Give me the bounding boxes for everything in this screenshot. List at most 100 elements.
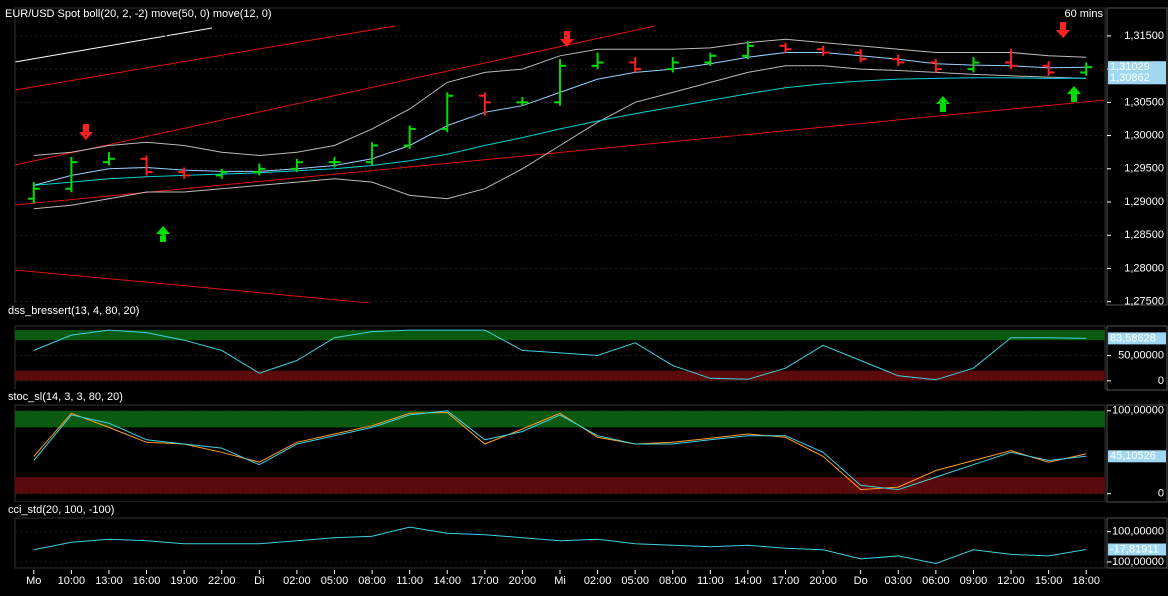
panel-title: cci_std(20, 100, -100): [8, 504, 114, 516]
axis-frame: [1106, 517, 1168, 569]
overlay-line: [33, 65, 1087, 210]
y-tick-label: 1,30500: [1124, 96, 1164, 108]
x-tick-label: 18:00: [1072, 575, 1100, 587]
y-tick-label: 0: [1158, 375, 1164, 387]
last-value-label: 83,58628: [1110, 332, 1156, 344]
y-tick-label: 100,00000: [1112, 405, 1164, 417]
ohlc-bar: [854, 49, 867, 63]
x-tick-label: Mo: [26, 575, 41, 587]
ohlc-bar: [253, 163, 266, 176]
last-value-box: [1108, 543, 1166, 556]
ohlc-bar: [1005, 49, 1018, 70]
ohlc-bar: [666, 57, 679, 73]
last-value-label: 1,31029: [1110, 61, 1150, 73]
buy-arrow: [156, 226, 170, 242]
panel-title-bar: [5, 502, 1105, 517]
ohlc-bar: [1080, 62, 1093, 76]
ohlc-bar: [215, 168, 228, 179]
ohlc-bar: [65, 156, 78, 193]
ohlc-bar: [478, 92, 491, 116]
indicator-line: [33, 329, 1087, 381]
sell-arrow: [560, 31, 574, 47]
last-value-box: [1108, 72, 1166, 85]
x-tick-label: 02:00: [584, 575, 612, 587]
panel-title: EUR/USD Spot boll(20, 2, -2) move(50, 0)…: [5, 8, 272, 20]
last-value-box: [1108, 61, 1166, 74]
x-tick-label: 14:00: [433, 575, 461, 587]
x-tick-label: 11:00: [697, 575, 724, 587]
x-tick-label: 11:00: [396, 575, 423, 587]
indicator-line: [33, 410, 1087, 491]
x-tick-label: Do: [854, 575, 868, 587]
x-tick-label: 20:00: [509, 575, 537, 587]
y-tick-label: 0: [1158, 488, 1164, 500]
ohlc-bar: [591, 52, 604, 70]
x-tick-label: 14:00: [734, 575, 762, 587]
x-tick-label: 13:00: [95, 575, 123, 587]
x-tick-label: 05:00: [621, 575, 649, 587]
zone-band: [15, 477, 1105, 494]
panel-frame: [14, 517, 1106, 569]
y-tick-label: 1,28000: [1124, 262, 1164, 274]
x-tick-label: 16:00: [133, 575, 161, 587]
ohlc-bar: [178, 167, 191, 179]
indicator-line: [33, 411, 1087, 491]
ohlc-bar: [366, 142, 379, 166]
y-tick-label: -100,00000: [1108, 556, 1164, 568]
x-tick-label: 05:00: [321, 575, 349, 587]
ohlc-bar: [741, 41, 754, 60]
panel-title: dss_bressert(13, 4, 80, 20): [8, 305, 139, 317]
y-tick-label: 1,31500: [1124, 30, 1164, 42]
x-tick-label: 10:00: [58, 575, 86, 587]
ohlc-bar: [290, 158, 303, 173]
x-tick-label: 08:00: [659, 575, 687, 587]
ohlc-bar: [27, 182, 40, 204]
x-tick-label: Mi: [554, 575, 566, 587]
last-value-label: 1,30862: [1110, 72, 1150, 84]
y-tick-label: 100,00000: [1112, 526, 1164, 538]
overlay-line: [33, 38, 1087, 157]
y-tick-label: 1,29500: [1124, 163, 1164, 175]
overlay-line: [33, 77, 1087, 186]
x-tick-label: 22:00: [208, 575, 236, 587]
x-tick-label: 17:00: [772, 575, 800, 587]
panel-title-bar: [5, 389, 1105, 404]
ohlc-bar: [967, 57, 980, 73]
ohlc-bar: [817, 45, 830, 56]
ohlc-bar: [328, 156, 341, 168]
ohlc-bar: [140, 155, 153, 176]
x-tick-label: 12:00: [997, 575, 1025, 587]
y-tick-label: 1,27500: [1124, 296, 1164, 308]
x-tick-label: 06:00: [922, 575, 950, 587]
zone-band: [15, 330, 1105, 341]
ohlc-bar: [516, 97, 529, 106]
buy-arrow: [1067, 86, 1081, 102]
last-value-box: [1108, 450, 1166, 463]
axis-frame: [1106, 7, 1168, 306]
y-tick-label: 1,29000: [1124, 196, 1164, 208]
signal-arrows: [79, 22, 1081, 242]
ohlc-bar: [704, 52, 717, 66]
timeframe: 60 mins: [1064, 8, 1103, 20]
y-tick-label: 50,00000: [1118, 349, 1164, 361]
ohlc-bar: [929, 59, 942, 73]
last-value-label: -17,81911: [1110, 543, 1159, 555]
x-tick-label: 15:00: [1035, 575, 1063, 587]
panel-title: stoc_sl(14, 3, 3, 80, 20): [8, 391, 123, 403]
x-tick-label: 08:00: [358, 575, 386, 587]
buy-arrow: [936, 96, 950, 112]
ohlc-bar: [629, 57, 642, 73]
ohlc-bar: [779, 42, 792, 53]
last-value-label: 45,10526: [1110, 450, 1156, 462]
sell-arrow: [79, 124, 93, 140]
ohlc-bar: [403, 125, 416, 149]
ohlc-bar: [441, 92, 454, 133]
panel-title-bar: [5, 303, 1105, 318]
y-tick-label: 1,30000: [1124, 129, 1164, 141]
y-tick-label: 1,28500: [1124, 229, 1164, 241]
x-tick-label: 17:00: [471, 575, 499, 587]
ohlc-bar: [102, 152, 115, 166]
x-tick-label: 02:00: [283, 575, 311, 587]
